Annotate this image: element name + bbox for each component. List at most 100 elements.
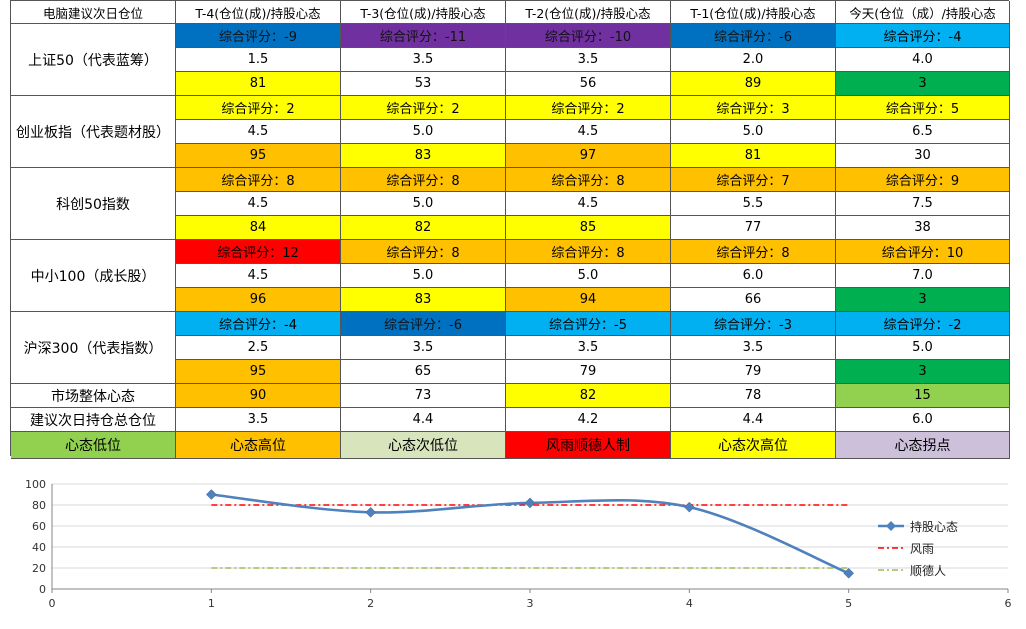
score-cell[interactable]: 综合评分：10 [836,240,1010,264]
score-cell[interactable]: 综合评分：-11 [341,24,506,48]
market-mood-cell[interactable]: 15 [836,384,1010,408]
column-header[interactable]: 今天(仓位（成）/持股心态 [836,1,1010,24]
mood-cell[interactable]: 96 [176,288,341,312]
position-cell[interactable]: 3.5 [341,48,506,72]
position-cell[interactable]: 5.0 [506,264,671,288]
mood-cell[interactable]: 65 [341,360,506,384]
legend-cell[interactable]: 心态低位 [11,432,176,459]
mood-cell[interactable]: 85 [506,216,671,240]
position-cell[interactable]: 4.5 [506,192,671,216]
column-header[interactable]: T-4(仓位(成)/持股心态 [176,1,341,24]
mood-cell[interactable]: 81 [671,144,836,168]
position-cell[interactable]: 3.5 [671,336,836,360]
position-cell[interactable]: 5.0 [341,192,506,216]
position-cell[interactable]: 4.0 [836,48,1010,72]
column-header[interactable]: T-1(仓位(成)/持股心态 [671,1,836,24]
position-cell[interactable]: 5.0 [671,120,836,144]
total-position-label[interactable]: 建议次日持仓总仓位 [11,408,176,432]
position-cell[interactable]: 6.5 [836,120,1010,144]
mood-cell[interactable]: 83 [341,288,506,312]
legend-cell[interactable]: 心态次高位 [671,432,836,459]
score-cell[interactable]: 综合评分：-4 [176,312,341,336]
mood-cell[interactable]: 56 [506,72,671,96]
mood-cell[interactable]: 77 [671,216,836,240]
score-cell[interactable]: 综合评分：8 [671,240,836,264]
mood-cell[interactable]: 95 [176,144,341,168]
index-label[interactable]: 科创50指数 [11,168,176,240]
position-cell[interactable]: 3.5 [506,48,671,72]
position-cell[interactable]: 4.5 [506,120,671,144]
score-cell[interactable]: 综合评分：12 [176,240,341,264]
legend-cell[interactable]: 心态次低位 [341,432,506,459]
position-cell[interactable]: 7.5 [836,192,1010,216]
column-header[interactable]: T-2(仓位(成)/持股心态 [506,1,671,24]
mood-cell[interactable]: 83 [341,144,506,168]
position-cell[interactable]: 5.0 [341,264,506,288]
position-cell[interactable]: 2.5 [176,336,341,360]
position-cell[interactable]: 5.0 [341,120,506,144]
score-cell[interactable]: 综合评分：-3 [671,312,836,336]
score-cell[interactable]: 综合评分：8 [341,168,506,192]
score-cell[interactable]: 综合评分：-6 [341,312,506,336]
score-cell[interactable]: 综合评分：9 [836,168,1010,192]
market-mood-cell[interactable]: 73 [341,384,506,408]
index-label[interactable]: 创业板指（代表题材股） [11,96,176,168]
position-cell[interactable]: 5.5 [671,192,836,216]
mood-cell[interactable]: 95 [176,360,341,384]
position-cell[interactable]: 6.0 [671,264,836,288]
position-cell[interactable]: 7.0 [836,264,1010,288]
mood-cell[interactable]: 3 [836,72,1010,96]
score-cell[interactable]: 综合评分：2 [506,96,671,120]
total-position-cell[interactable]: 4.4 [341,408,506,432]
position-cell[interactable]: 3.5 [506,336,671,360]
score-cell[interactable]: 综合评分：-10 [506,24,671,48]
legend-cell[interactable]: 心态拐点 [836,432,1010,459]
score-cell[interactable]: 综合评分：2 [176,96,341,120]
position-cell[interactable]: 4.5 [176,264,341,288]
market-mood-cell[interactable]: 78 [671,384,836,408]
score-cell[interactable]: 综合评分：3 [671,96,836,120]
score-cell[interactable]: 综合评分：8 [506,240,671,264]
market-mood-cell[interactable]: 90 [176,384,341,408]
total-position-cell[interactable]: 4.2 [506,408,671,432]
column-header[interactable]: T-3(仓位(成)/持股心态 [341,1,506,24]
score-cell[interactable]: 综合评分：8 [506,168,671,192]
index-label[interactable]: 上证50（代表蓝筹） [11,24,176,96]
score-cell[interactable]: 综合评分：-5 [506,312,671,336]
mood-cell[interactable]: 53 [341,72,506,96]
score-cell[interactable]: 综合评分：-6 [671,24,836,48]
score-cell[interactable]: 综合评分：7 [671,168,836,192]
mood-cell[interactable]: 79 [506,360,671,384]
mood-cell[interactable]: 3 [836,288,1010,312]
score-cell[interactable]: 综合评分：8 [176,168,341,192]
score-cell[interactable]: 综合评分：-4 [836,24,1010,48]
mood-cell[interactable]: 79 [671,360,836,384]
mood-cell[interactable]: 30 [836,144,1010,168]
mood-cell[interactable]: 82 [341,216,506,240]
index-label[interactable]: 中小100（成长股） [11,240,176,312]
position-cell[interactable]: 1.5 [176,48,341,72]
score-cell[interactable]: 综合评分：-9 [176,24,341,48]
legend-cell[interactable]: 风雨顺德人制 [506,432,671,459]
score-cell[interactable]: 综合评分：2 [341,96,506,120]
mood-cell[interactable]: 94 [506,288,671,312]
total-position-cell[interactable]: 4.4 [671,408,836,432]
market-mood-label[interactable]: 市场整体心态 [11,384,176,408]
score-cell[interactable]: 综合评分：-2 [836,312,1010,336]
header-corner[interactable]: 电脑建议次日仓位 [11,1,176,24]
position-cell[interactable]: 3.5 [341,336,506,360]
score-cell[interactable]: 综合评分：8 [341,240,506,264]
position-cell[interactable]: 5.0 [836,336,1010,360]
position-cell[interactable]: 4.5 [176,120,341,144]
index-label[interactable]: 沪深300（代表指数） [11,312,176,384]
total-position-cell[interactable]: 3.5 [176,408,341,432]
mood-cell[interactable]: 89 [671,72,836,96]
total-position-cell[interactable]: 6.0 [836,408,1010,432]
mood-cell[interactable]: 84 [176,216,341,240]
mood-cell[interactable]: 66 [671,288,836,312]
mood-cell[interactable]: 38 [836,216,1010,240]
mood-cell[interactable]: 3 [836,360,1010,384]
legend-cell[interactable]: 心态高位 [176,432,341,459]
position-cell[interactable]: 4.5 [176,192,341,216]
position-cell[interactable]: 2.0 [671,48,836,72]
